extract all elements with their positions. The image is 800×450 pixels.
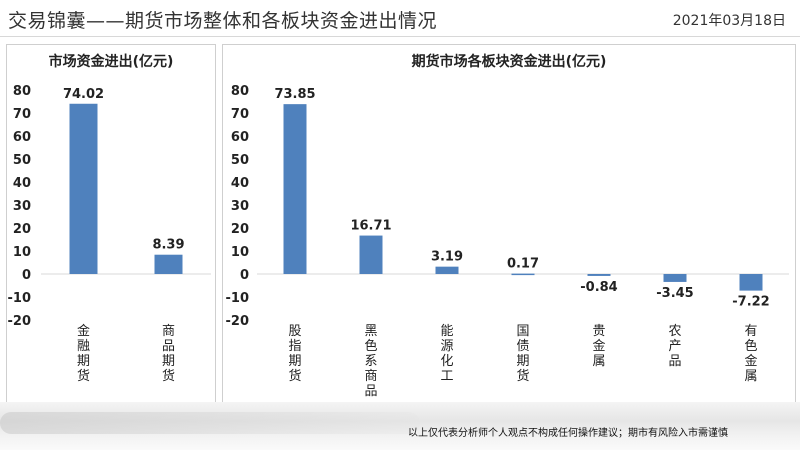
y-tick-label: -20 <box>226 314 250 329</box>
market-flow-bar <box>69 103 98 274</box>
y-tick-label: 20 <box>13 222 31 237</box>
market-flow-value-label: 74.02 <box>63 87 104 102</box>
sector-flow-value-label: 0.17 <box>507 257 539 272</box>
market-flow-value-label: 8.39 <box>152 238 184 253</box>
y-tick-label: 30 <box>13 199 31 214</box>
y-tick-label: 10 <box>13 245 31 260</box>
sector-flow-bar <box>435 266 459 274</box>
y-tick-label: 20 <box>231 222 249 237</box>
sector-flow-category-label: 属 <box>592 354 605 369</box>
sector-flow-category-label: 黑 <box>364 324 377 339</box>
sector-flow-category-label: 商 <box>364 369 377 384</box>
y-tick-label: 40 <box>231 176 249 191</box>
y-tick-label: 80 <box>13 84 31 99</box>
sector-flow-category-label: 期 <box>516 354 529 369</box>
y-tick-label: 70 <box>13 107 31 122</box>
sector-flow-category-label: 品 <box>668 354 681 369</box>
sector-flow-bar <box>283 104 307 274</box>
market-flow-category-label: 品 <box>162 339 175 354</box>
sector-flow-bar <box>511 273 535 276</box>
disclaimer-text: 以上仅代表分析师个人观点不构成任何操作建议；期市有风险入市需谨慎 <box>408 428 728 439</box>
sector-flow-value-label: 73.85 <box>274 87 315 102</box>
sector-flow-bar <box>739 274 763 291</box>
sector-flow-category-label: 债 <box>516 339 529 354</box>
sector-flow-category-label: 股 <box>288 324 301 339</box>
sector-flow-category-label: 农 <box>668 324 681 339</box>
market-flow-category-label: 期 <box>77 354 90 369</box>
market-flow-category-label: 货 <box>162 368 175 384</box>
y-tick-label: 60 <box>13 130 31 145</box>
header-divider <box>0 36 800 37</box>
sector-flow-bar <box>359 235 383 274</box>
sector-flow-category-label: 有 <box>744 324 757 339</box>
market-flow-category-label: 货 <box>77 368 90 384</box>
report-date: 2021年03月18日 <box>672 13 786 29</box>
y-tick-label: 80 <box>231 84 249 99</box>
sector-flow-value-label: -7.22 <box>732 295 769 310</box>
y-tick-label: 50 <box>13 153 31 168</box>
sector-flow-category-label: 色 <box>744 338 757 354</box>
y-tick-label: -10 <box>226 291 250 306</box>
footer-background <box>0 402 800 450</box>
y-tick-label: 60 <box>231 130 249 145</box>
y-tick-label: 50 <box>231 153 249 168</box>
sector-flow-value-label: -0.84 <box>580 280 617 295</box>
y-tick-label: -20 <box>8 314 32 329</box>
page-title: 交易锦囊——期货市场整体和各板块资金进出情况 <box>8 10 438 32</box>
y-tick-label: 0 <box>240 268 249 283</box>
sector-flow-category-label: 色 <box>364 338 377 354</box>
sector-flow-value-label: 16.71 <box>350 219 391 234</box>
sector-flow-category-label: 工 <box>440 369 453 384</box>
market-flow-category-label: 金 <box>77 323 90 339</box>
y-tick-label: -10 <box>8 291 32 306</box>
y-tick-label: 0 <box>22 268 31 283</box>
sector-flow-bar <box>587 274 611 276</box>
sector-flow-category-label: 指 <box>288 339 301 354</box>
market-flow-chart-title: 市场资金进出(亿元) <box>48 54 174 70</box>
sector-flow-category-label: 国 <box>516 324 529 339</box>
sector-flow-chart-panel: 期货市场各板块资金进出(亿元) 80 70 60 50 40 30 20 10 0 -10 -20 7… <box>222 44 796 404</box>
sector-flow-chart: 80706050403020100-10-2073.85股指期货16.71黑色系… <box>226 84 789 399</box>
sector-flow-category-label: 货 <box>516 368 529 384</box>
sector-flow-category-label: 能 <box>440 324 453 339</box>
market-flow-category-label: 期 <box>162 354 175 369</box>
sector-flow-category-label: 期 <box>288 354 301 369</box>
y-tick-label: 70 <box>231 107 249 122</box>
market-flow-category-label: 融 <box>77 339 90 354</box>
sector-flow-bar <box>663 274 687 282</box>
sector-flow-category-label: 源 <box>440 339 453 354</box>
market-flow-bar <box>154 254 183 274</box>
sector-flow-category-label: 品 <box>364 384 377 399</box>
y-tick-label: 10 <box>231 245 249 260</box>
y-tick-label: 40 <box>13 176 31 191</box>
sector-flow-category-label: 属 <box>744 369 757 384</box>
market-flow-category-label: 商 <box>162 324 175 339</box>
market-flow-chart-panel: 市场资金进出(亿元) 80 70 60 50 40 30 20 10 0 -10 -20 74.02 金… <box>6 44 216 404</box>
sector-flow-value-label: 3.19 <box>431 250 463 265</box>
sector-flow-value-label: -3.45 <box>656 286 693 301</box>
sector-flow-category-label: 系 <box>364 354 377 369</box>
sector-flow-chart-title: 期货市场各板块资金进出(亿元) <box>411 54 607 70</box>
sector-flow-category-label: 化 <box>440 354 453 369</box>
sector-flow-category-label: 金 <box>592 338 605 354</box>
y-tick-label: 30 <box>231 199 249 214</box>
sector-flow-category-label: 金 <box>744 353 757 369</box>
sector-flow-category-label: 货 <box>288 368 301 384</box>
sector-flow-category-label: 产 <box>668 339 681 354</box>
sector-flow-category-label: 贵 <box>592 324 605 339</box>
